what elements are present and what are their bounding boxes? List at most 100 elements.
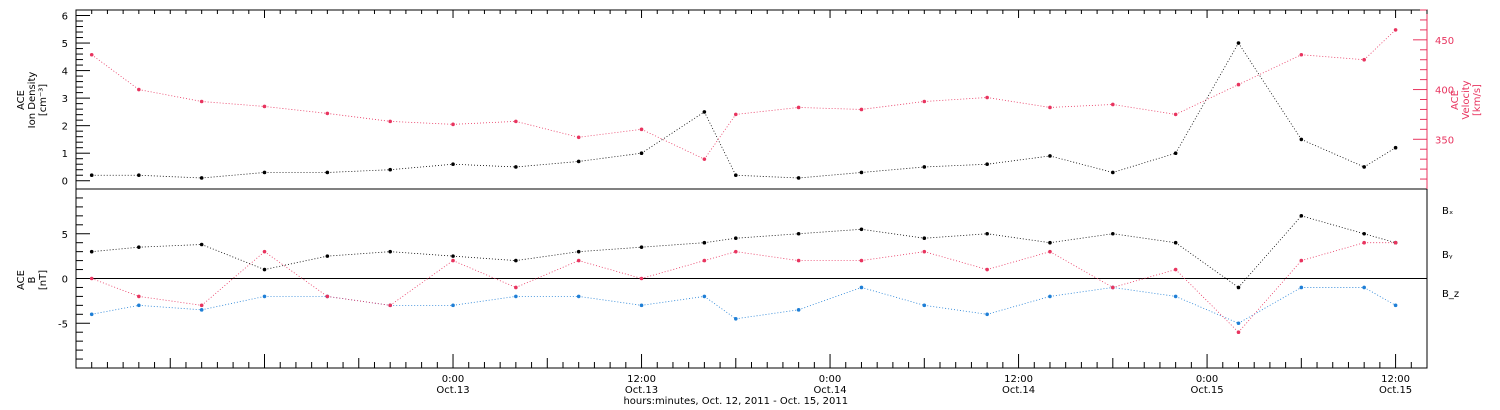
top-right-axis-title-line: Velocity [1461, 80, 1472, 119]
x-tick-label-time: 0:00 [442, 374, 464, 385]
by-point-segment [987, 296, 1051, 315]
by-point [451, 303, 455, 308]
bx-point-segment [798, 228, 862, 235]
x-tick-label-time: 12:00 [1381, 374, 1410, 385]
bz-point-segment [1301, 242, 1365, 261]
bz-point-segment [1049, 251, 1114, 288]
bz-point [702, 258, 707, 263]
density-point-segment [987, 155, 1051, 165]
x-tick-label-date: Oct.13 [436, 385, 469, 396]
bx-point-segment [1112, 233, 1176, 244]
bz-point-segment [578, 260, 642, 279]
legend-entry: B_z [1442, 289, 1459, 300]
by-point-segment [578, 296, 642, 306]
density-point [702, 110, 707, 114]
bz-point-segment [91, 278, 139, 297]
bx-point-segment [1238, 215, 1302, 288]
bz-point-segment [704, 251, 736, 261]
top-right-tick-label: 350 [1435, 135, 1454, 146]
bx-point-segment [264, 255, 328, 270]
velocity-point-segment [987, 97, 1051, 108]
velocity-point-segment [578, 128, 642, 138]
density-point-segment [641, 111, 705, 154]
x-tick-label-date: Oct.14 [813, 385, 846, 396]
x-tick-label-date: Oct.14 [1002, 385, 1035, 396]
bx-point-segment [201, 244, 265, 270]
density-point-segment [578, 152, 642, 162]
by-point-segment [1363, 287, 1396, 306]
by-point [639, 303, 644, 308]
velocity-point-segment [264, 106, 328, 114]
by-point-segment [704, 296, 737, 320]
by-point-segment [1049, 287, 1113, 297]
bx-point-segment [861, 228, 925, 239]
velocity-point-segment [327, 113, 391, 122]
by-point [1048, 294, 1052, 299]
density-point-segment [1301, 139, 1365, 168]
velocity-point-segment [1301, 54, 1365, 61]
bx-point-segment [138, 244, 202, 248]
top-left-tick-label: 6 [62, 12, 68, 23]
bz-point-segment [1112, 269, 1176, 288]
bx-point-segment [578, 246, 642, 253]
density-point-segment [861, 166, 925, 173]
x-axis-title: hours:minutes, Oct. 12, 2011 - Oct. 15, … [623, 396, 848, 407]
by-point-segment [1175, 296, 1239, 324]
bx-point-segment [735, 233, 799, 239]
density-point-segment [1363, 147, 1396, 168]
density-point-segment [453, 163, 516, 168]
by-point-segment [138, 304, 202, 311]
velocity-point [1111, 102, 1115, 107]
bz-point-segment [264, 251, 328, 297]
top-right-tick-label: 450 [1435, 36, 1454, 47]
bz-point [1048, 249, 1052, 254]
bottom-left-tick-label: -5 [58, 319, 68, 330]
velocity-point-segment [515, 120, 579, 138]
density-point-segment [1049, 155, 1113, 173]
x-tick-label-time: 12:00 [1004, 374, 1033, 385]
x-tick-label-time: 0:00 [819, 374, 841, 385]
by-point-segment [861, 287, 925, 306]
velocity-point [796, 105, 801, 110]
density-point-segment [1112, 152, 1176, 173]
legend-entry: Bᵧ [1442, 250, 1453, 261]
bx-point-segment [1175, 242, 1239, 288]
density-point-segment [138, 174, 202, 179]
density-point-segment [924, 163, 988, 168]
by-point-segment [452, 296, 516, 306]
top-left-tick-label: 0 [62, 177, 68, 188]
by-point [733, 316, 738, 321]
bz-point-segment [924, 251, 988, 270]
top-left-axis-title-line: ACE [16, 90, 27, 110]
by-point-segment [201, 296, 265, 311]
velocity-point-segment [201, 101, 265, 107]
velocity-point-segment [91, 54, 140, 90]
density-point-segment [735, 174, 799, 179]
velocity-point-segment [735, 107, 799, 115]
bottom-left-tick-label: 5 [62, 230, 68, 241]
bx-point-segment [1364, 233, 1396, 244]
bz-point-segment [641, 260, 705, 279]
velocity-point-segment [390, 120, 454, 125]
by-point-segment [91, 304, 139, 315]
bottom-left-axis-title-line: B [27, 276, 38, 283]
bottom-left-axis-title-line: [nT] [38, 270, 49, 290]
velocity-point-segment [924, 97, 988, 102]
velocity-point-segment [1363, 29, 1396, 61]
bx-point-segment [452, 255, 516, 261]
x-tick-label-date: Oct.15 [1190, 385, 1223, 396]
bottom-left-tick-label: 0 [62, 275, 68, 286]
bx-point-segment [641, 242, 705, 248]
top-right-axis-title-line: [km/s] [1472, 84, 1483, 116]
by-point-segment [735, 309, 799, 320]
density-point-segment [704, 111, 737, 176]
bz-point [1393, 240, 1398, 245]
bottom-left-axis-title-line: ACE [16, 270, 27, 290]
bx-point-segment [327, 251, 391, 257]
velocity-point-segment [1112, 104, 1176, 115]
bx-point-segment [515, 251, 579, 261]
plot-marks [89, 28, 1398, 335]
velocity-point-segment [1175, 84, 1239, 115]
by-point-segment [1238, 287, 1302, 324]
